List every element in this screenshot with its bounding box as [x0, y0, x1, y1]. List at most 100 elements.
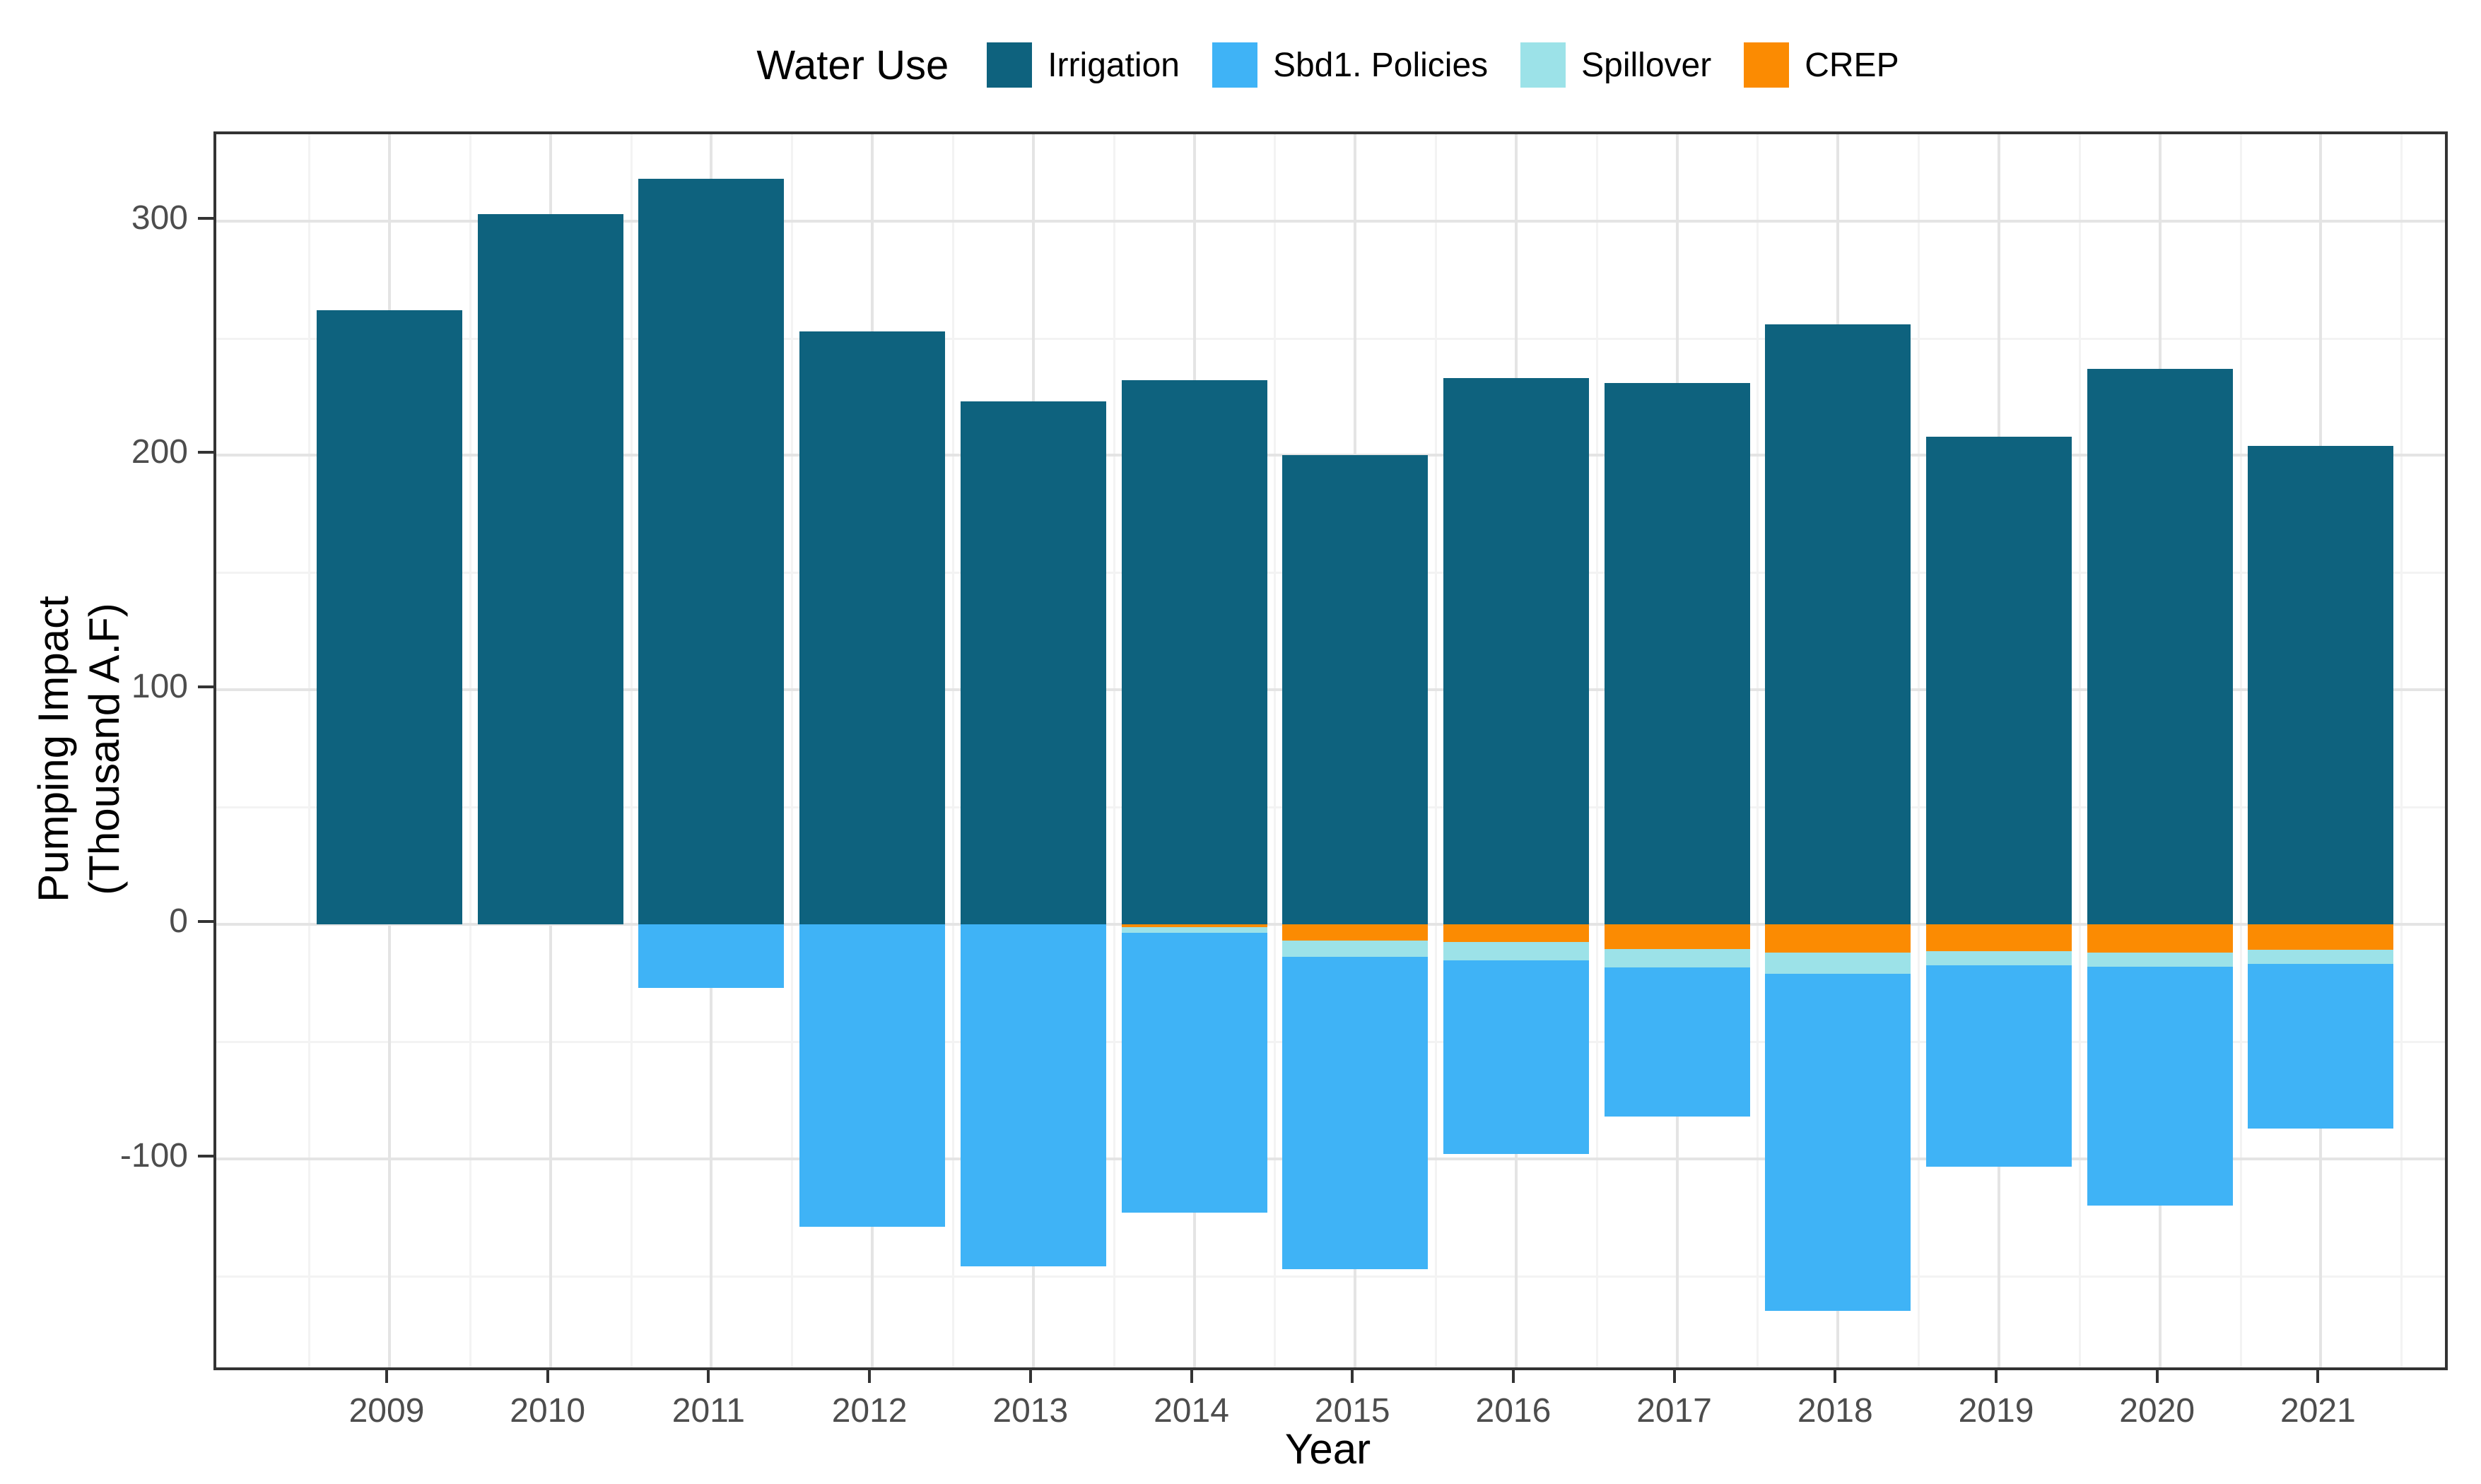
bar-segment-2012-sbd1-policies: [799, 924, 946, 1227]
x-axis-tick-mark: [1834, 1367, 1837, 1383]
bar-segment-2015-irrigation: [1282, 455, 1429, 924]
bar-segment-2012-irrigation: [799, 331, 946, 924]
gridline-vertical-minor: [791, 134, 794, 1367]
y-axis-title-line1: Pumping Impact: [30, 596, 77, 902]
x-axis-tick-label: 2013: [992, 1392, 1069, 1430]
legend-swatch-icon: [1744, 42, 1790, 88]
bar-segment-2014-sbd1-policies: [1121, 932, 1267, 1213]
bar-segment-2018-spillover: [1765, 952, 1911, 974]
x-axis-title: Year: [1284, 1425, 1371, 1473]
y-axis-tick-label: 300: [131, 199, 188, 237]
bar-segment-2016-crep: [1443, 924, 1589, 942]
bar-segment-2009-irrigation: [317, 310, 462, 924]
x-axis-tick-mark: [1351, 1367, 1354, 1383]
gridline-horizontal-minor: [216, 1275, 2445, 1278]
bar-segment-2018-irrigation: [1765, 324, 1911, 924]
gridline-vertical-minor: [1113, 134, 1115, 1367]
legend-item-label: Sbd1. Policies: [1272, 46, 1489, 84]
x-axis-tick-label: 2021: [2280, 1392, 2356, 1430]
bar-segment-2017-crep: [1604, 924, 1750, 949]
bar-segment-2017-sbd1-policies: [1604, 967, 1750, 1117]
bar-segment-2018-sbd1-policies: [1765, 973, 1911, 1312]
bar-segment-2016-spillover: [1443, 941, 1589, 961]
x-axis-tick-label: 2012: [831, 1392, 908, 1430]
x-axis-tick-label: 2015: [1314, 1392, 1390, 1430]
legend-item-spillover: Spillover: [1520, 42, 1711, 88]
y-axis-tick-mark: [198, 919, 213, 923]
gridline-vertical-minor: [1595, 134, 1598, 1367]
bar-segment-2021-irrigation: [2248, 446, 2394, 924]
legend-item-label: Spillover: [1581, 46, 1712, 84]
x-axis-tick-mark: [1672, 1367, 1676, 1383]
bar-segment-2013-irrigation: [960, 401, 1106, 924]
gridline-vertical-minor: [951, 134, 954, 1367]
bar-segment-2021-crep: [2248, 924, 2394, 950]
bar-segment-2021-spillover: [2248, 950, 2394, 965]
bar-segment-2014-spillover: [1121, 926, 1267, 933]
gridline-vertical-minor: [630, 134, 633, 1367]
legend-title: Water Use: [756, 42, 949, 88]
legend-item-label: CREP: [1805, 46, 1899, 84]
y-axis-tick-mark: [198, 685, 213, 689]
y-axis-tick-label: 200: [131, 433, 188, 471]
legend-swatch-icon: [1212, 42, 1257, 88]
x-axis-tick-mark: [2316, 1367, 2320, 1383]
x-axis-tick-label: 2009: [348, 1392, 425, 1430]
bar-segment-2017-irrigation: [1604, 382, 1750, 924]
bar-segment-2019-sbd1-policies: [1926, 965, 2072, 1167]
bar-segment-2020-crep: [2087, 924, 2233, 953]
bar-segment-2014-crep: [1121, 924, 1267, 927]
bar-segment-2020-spillover: [2087, 952, 2233, 967]
gridline-vertical-minor: [2239, 134, 2242, 1367]
gridline-vertical-minor: [1756, 134, 1759, 1367]
gridline-vertical-minor: [308, 134, 311, 1367]
x-axis-tick-label: 2011: [671, 1392, 745, 1430]
bar-segment-2019-crep: [1926, 924, 2072, 952]
gridline-vertical-minor: [2400, 134, 2403, 1367]
legend-item-crep: CREP: [1744, 42, 1899, 88]
y-axis-title-line2: (Thousand A.F): [81, 603, 128, 895]
bar-segment-2019-irrigation: [1926, 436, 2072, 924]
gridline-vertical-minor: [1435, 134, 1438, 1367]
gridline-vertical-minor: [1274, 134, 1277, 1367]
legend-item-label: Irrigation: [1048, 46, 1180, 84]
bar-segment-2011-irrigation: [638, 179, 785, 924]
x-axis-tick-mark: [1511, 1367, 1515, 1383]
x-axis-tick-label: 2014: [1154, 1392, 1229, 1430]
x-axis-tick-label: 2010: [510, 1392, 586, 1430]
bar-segment-2011-sbd1-policies: [638, 924, 785, 988]
bar-segment-2013-sbd1-policies: [960, 924, 1106, 1267]
legend-swatch-icon: [1520, 42, 1566, 88]
legend-item-sbd1-policies: Sbd1. Policies: [1212, 42, 1488, 88]
y-axis-tick-mark: [198, 451, 213, 454]
bar-segment-2016-irrigation: [1443, 378, 1589, 924]
bar-segment-2015-sbd1-policies: [1282, 957, 1429, 1269]
bar-segment-2014-irrigation: [1121, 380, 1267, 924]
x-axis-tick-mark: [1190, 1367, 1193, 1383]
gridline-vertical-minor: [1918, 134, 1920, 1367]
bar-segment-2015-spillover: [1282, 941, 1429, 958]
bar-segment-2015-crep: [1282, 924, 1429, 941]
bar-segment-2019-spillover: [1926, 951, 2072, 966]
y-axis-title: Pumping Impact (Thousand A.F): [28, 596, 130, 902]
legend-item-irrigation: Irrigation: [987, 42, 1180, 88]
bar-segment-2010-irrigation: [477, 213, 623, 924]
x-axis-tick-label: 2018: [1797, 1392, 1873, 1430]
bar-segment-2018-crep: [1765, 924, 1911, 953]
x-axis-tick-mark: [707, 1367, 710, 1383]
x-axis-tick-mark: [385, 1367, 388, 1383]
legend: Water Use Irrigation Sbd1. Policies Spillo…: [213, 23, 2442, 107]
x-axis-tick-mark: [1028, 1367, 1032, 1383]
x-axis-tick-mark: [546, 1367, 549, 1383]
x-axis-tick-mark: [2155, 1367, 2159, 1383]
legend-swatch-icon: [987, 42, 1033, 88]
gridline-horizontal-minor: [216, 337, 2445, 340]
y-axis-tick-mark: [198, 216, 213, 220]
bar-segment-2020-sbd1-policies: [2087, 966, 2233, 1206]
bar-segment-2021-sbd1-policies: [2248, 964, 2394, 1129]
y-axis-tick-label: -100: [119, 1136, 188, 1174]
x-axis-tick-label: 2017: [1636, 1392, 1712, 1430]
x-axis-tick-label: 2016: [1475, 1392, 1552, 1430]
x-axis-tick-label: 2020: [2119, 1392, 2195, 1430]
